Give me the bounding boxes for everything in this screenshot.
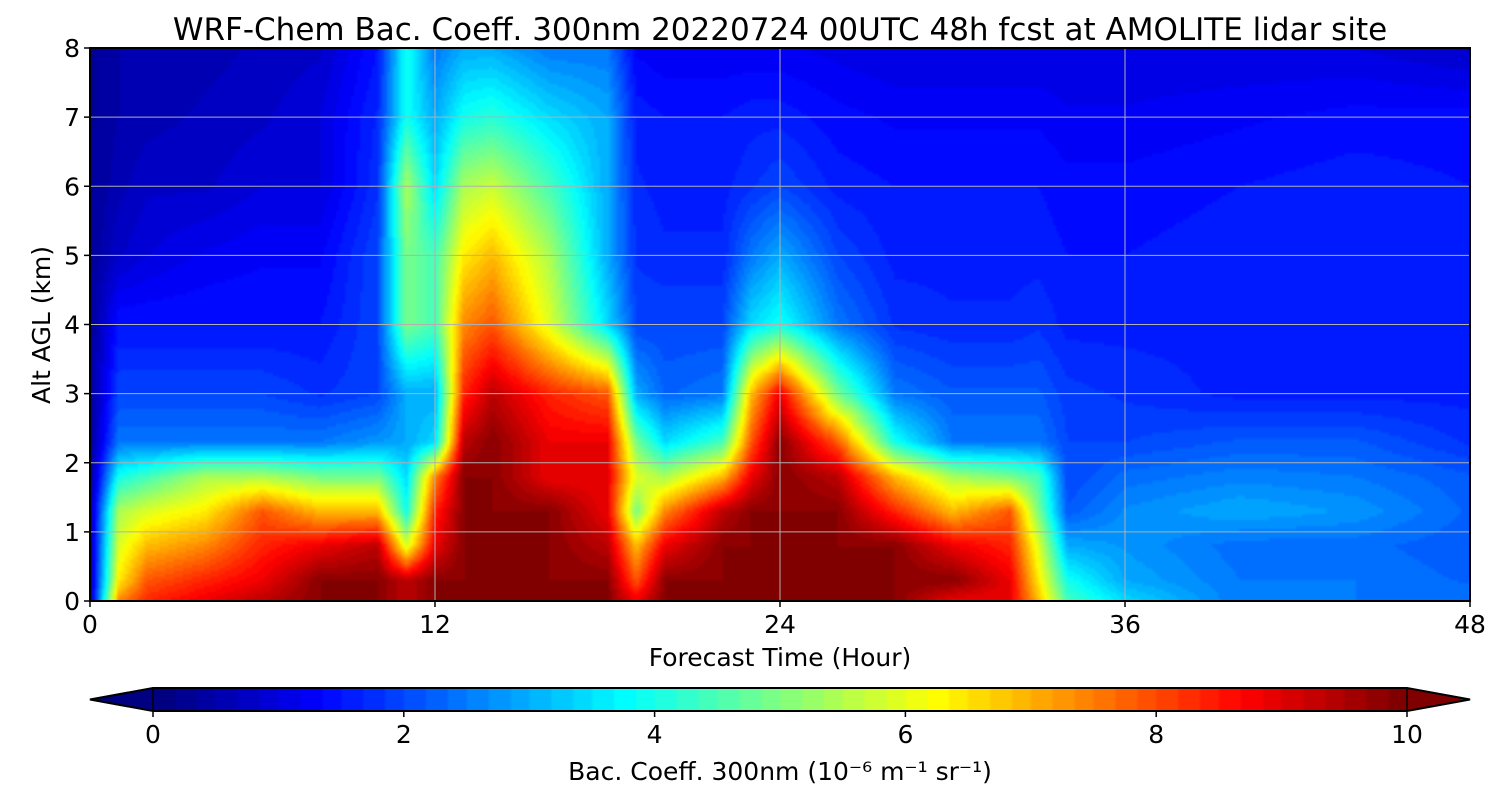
x-tick-label: 48 (1454, 610, 1486, 639)
colorbar-tick-label: 2 (396, 720, 412, 749)
colorbar-tick-label: 10 (1391, 720, 1423, 749)
y-tick-label: 1 (64, 518, 80, 547)
colorbar-label: Bac. Coeff. 300nm (10⁻⁶ m⁻¹ sr⁻¹) (568, 757, 992, 786)
colorbar-tick-label: 4 (647, 720, 663, 749)
colorbar-gradient (153, 688, 1407, 711)
x-tick-label: 0 (82, 610, 98, 639)
colorbar-extend-low (89, 687, 154, 712)
y-axis-ticks: 0 1 2 3 4 5 6 7 8 (64, 34, 90, 616)
colorbar-tick-label: 8 (1148, 720, 1164, 749)
x-tick-label: 24 (764, 610, 796, 639)
colorbar-ticks: 0 2 4 6 8 10 (145, 711, 1423, 749)
colorbar-extend-high (1406, 687, 1471, 712)
x-tick-label: 36 (1109, 610, 1141, 639)
x-tick-label: 12 (419, 610, 451, 639)
y-tick-label: 6 (64, 172, 80, 201)
y-tick-label: 8 (64, 34, 80, 63)
colorbar: 0 2 4 6 8 10 Bac. Coeff. 300nm (10⁻⁶ m⁻¹ sr⁻¹… (89, 687, 1471, 786)
y-tick-label: 7 (64, 103, 80, 132)
chart-title: WRF-Chem Bac. Coeff. 300nm 20220724 00UT… (173, 12, 1387, 48)
grid-lines (90, 48, 1470, 601)
x-axis-ticks: 0 12 24 36 48 (82, 601, 1486, 639)
x-axis-label: Forecast Time (Hour) (649, 643, 912, 672)
y-tick-label: 0 (64, 587, 80, 616)
colorbar-tick-label: 6 (897, 720, 913, 749)
y-axis-label: Alt AGL (km) (27, 246, 56, 404)
y-tick-label: 5 (64, 241, 80, 270)
y-tick-label: 4 (64, 311, 80, 340)
y-tick-label: 3 (64, 380, 80, 409)
y-tick-label: 2 (64, 449, 80, 478)
colorbar-tick-label: 0 (145, 720, 161, 749)
